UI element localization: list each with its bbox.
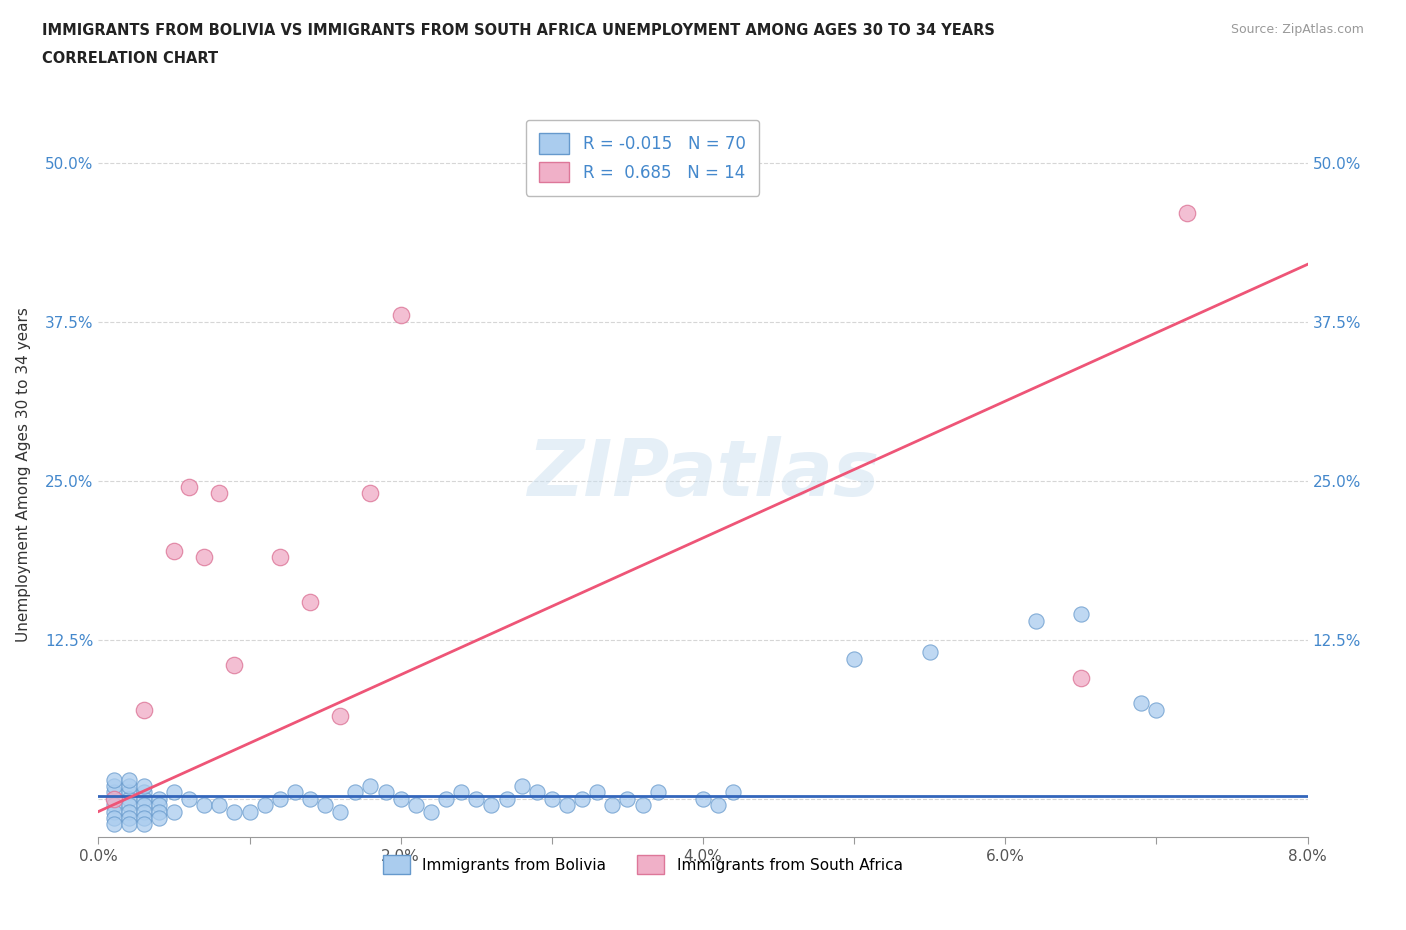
Point	[420, 804, 443, 819]
Point	[450, 785, 472, 800]
Point	[132, 798, 155, 813]
Point	[148, 798, 170, 813]
Point	[571, 791, 593, 806]
Point	[723, 785, 745, 800]
Point	[148, 810, 170, 825]
Point	[329, 709, 352, 724]
Point	[132, 810, 155, 825]
Point	[434, 791, 457, 806]
Point	[132, 804, 155, 819]
Point	[103, 798, 125, 813]
Point	[1130, 696, 1153, 711]
Point	[1175, 206, 1198, 220]
Point	[118, 810, 141, 825]
Point	[602, 798, 624, 813]
Point	[208, 486, 231, 501]
Point	[118, 804, 141, 819]
Point	[844, 651, 866, 666]
Point	[103, 817, 125, 831]
Point	[118, 772, 141, 787]
Point	[193, 550, 215, 565]
Point	[239, 804, 262, 819]
Point	[103, 791, 125, 806]
Point	[148, 804, 170, 819]
Point	[118, 791, 141, 806]
Point	[299, 791, 322, 806]
Point	[284, 785, 307, 800]
Point	[193, 798, 215, 813]
Point	[481, 798, 503, 813]
Point	[148, 791, 170, 806]
Point	[465, 791, 488, 806]
Point	[299, 594, 322, 609]
Point	[163, 785, 186, 800]
Point	[253, 798, 276, 813]
Point	[344, 785, 367, 800]
Point	[360, 486, 382, 501]
Point	[918, 645, 941, 660]
Point	[103, 804, 125, 819]
Point	[163, 804, 186, 819]
Point	[555, 798, 578, 813]
Point	[118, 817, 141, 831]
Point	[526, 785, 548, 800]
Point	[103, 810, 125, 825]
Text: CORRELATION CHART: CORRELATION CHART	[42, 51, 218, 66]
Point	[132, 791, 155, 806]
Point	[616, 791, 638, 806]
Point	[314, 798, 336, 813]
Point	[374, 785, 396, 800]
Point	[269, 550, 291, 565]
Point	[132, 778, 155, 793]
Point	[329, 804, 352, 819]
Legend: Immigrants from Bolivia, Immigrants from South Africa: Immigrants from Bolivia, Immigrants from…	[377, 849, 908, 880]
Point	[389, 308, 412, 323]
Point	[510, 778, 533, 793]
Point	[103, 778, 125, 793]
Point	[1146, 702, 1168, 717]
Point	[163, 543, 186, 558]
Point	[179, 480, 201, 495]
Point	[132, 817, 155, 831]
Point	[103, 791, 125, 806]
Point	[647, 785, 669, 800]
Point	[208, 798, 231, 813]
Point	[103, 785, 125, 800]
Point	[389, 791, 412, 806]
Point	[118, 778, 141, 793]
Point	[1070, 607, 1092, 622]
Point	[631, 798, 654, 813]
Point	[118, 798, 141, 813]
Point	[495, 791, 517, 806]
Text: IMMIGRANTS FROM BOLIVIA VS IMMIGRANTS FROM SOUTH AFRICA UNEMPLOYMENT AMONG AGES : IMMIGRANTS FROM BOLIVIA VS IMMIGRANTS FR…	[42, 23, 995, 38]
Point	[269, 791, 291, 806]
Point	[405, 798, 427, 813]
Y-axis label: Unemployment Among Ages 30 to 34 years: Unemployment Among Ages 30 to 34 years	[17, 307, 31, 642]
Point	[1070, 671, 1092, 685]
Point	[707, 798, 730, 813]
Text: ZIPatlas: ZIPatlas	[527, 436, 879, 512]
Point	[692, 791, 714, 806]
Text: Source: ZipAtlas.com: Source: ZipAtlas.com	[1230, 23, 1364, 36]
Point	[586, 785, 609, 800]
Point	[118, 785, 141, 800]
Point	[224, 658, 246, 672]
Point	[360, 778, 382, 793]
Point	[224, 804, 246, 819]
Point	[103, 772, 125, 787]
Point	[132, 785, 155, 800]
Point	[1025, 613, 1047, 628]
Point	[540, 791, 562, 806]
Point	[179, 791, 201, 806]
Point	[132, 702, 155, 717]
